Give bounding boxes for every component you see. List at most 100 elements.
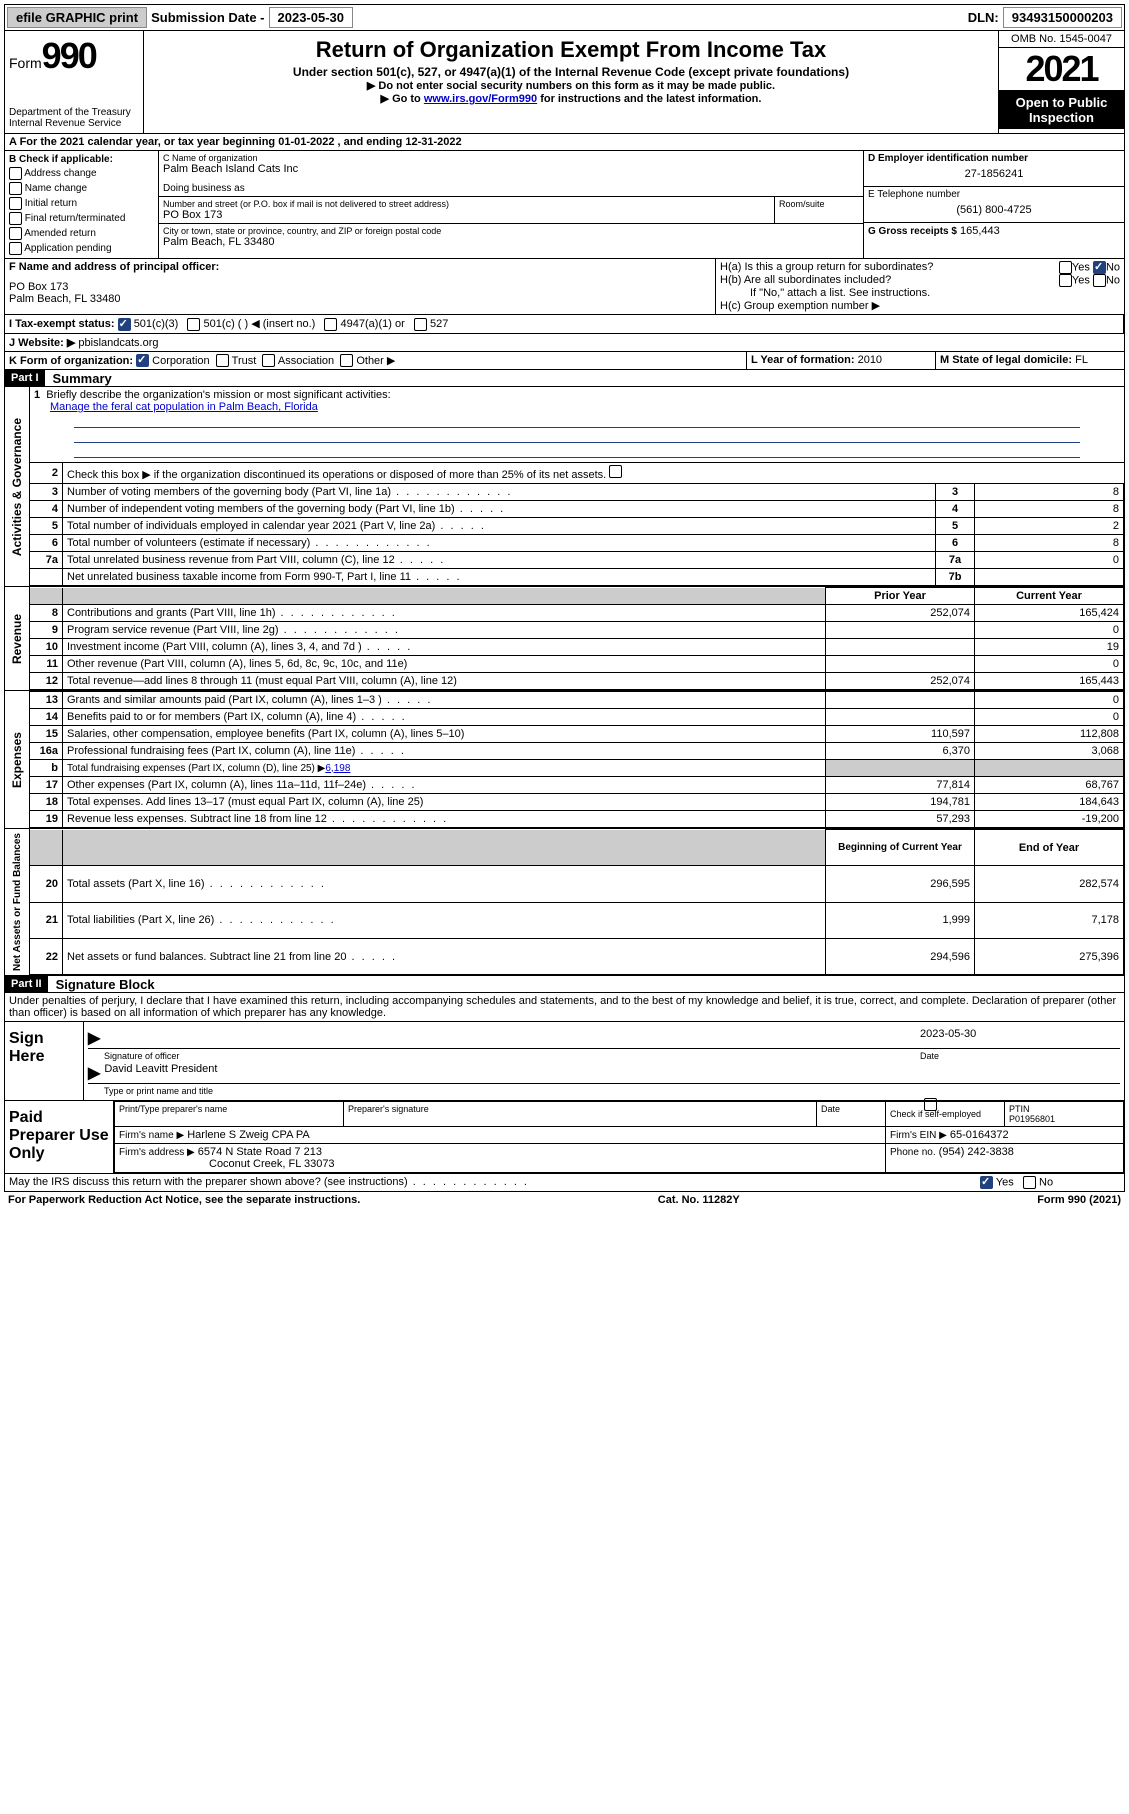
check-assoc[interactable] (262, 354, 275, 367)
val-6: 8 (975, 535, 1124, 552)
curr-11: 0 (975, 656, 1124, 673)
sign-here-label: Sign Here (5, 1022, 84, 1100)
check-application-pending[interactable] (9, 242, 22, 255)
sig-date: 2023-05-30 (920, 1028, 1120, 1048)
tab-net-assets: Net Assets or Fund Balances (10, 829, 25, 975)
check-4947[interactable] (324, 318, 337, 331)
line-i: I Tax-exempt status: 501(c)(3) 501(c) ( … (4, 315, 1125, 334)
prior-18: 194,781 (826, 794, 975, 811)
check-527[interactable] (414, 318, 427, 331)
paperwork-notice: For Paperwork Reduction Act Notice, see … (8, 1194, 360, 1206)
curr-20: 282,574 (975, 866, 1124, 902)
page-footer: For Paperwork Reduction Act Notice, see … (4, 1192, 1125, 1208)
prior-17: 77,814 (826, 777, 975, 794)
check-self-employed[interactable] (924, 1098, 937, 1111)
prior-16a: 6,370 (826, 743, 975, 760)
arrow-icon: ▶ (88, 1028, 100, 1048)
dept-irs: Internal Revenue Service (9, 118, 139, 129)
website: pbislandcats.org (78, 337, 158, 349)
line-klm: K Form of organization: Corporation Trus… (4, 352, 1125, 371)
firm-addr2: Coconut Creek, FL 33073 (119, 1158, 335, 1170)
ein: 27-1856241 (868, 164, 1120, 184)
check-initial-return[interactable] (9, 197, 22, 210)
submission-label: Submission Date - (151, 10, 264, 25)
val-7a: 0 (975, 552, 1124, 569)
mission-text[interactable]: Manage the feral cat population in Palm … (50, 401, 318, 413)
check-ha-yes[interactable] (1059, 261, 1072, 274)
year-formation: 2010 (858, 354, 882, 366)
curr-15: 112,808 (975, 726, 1124, 743)
prior-15: 110,597 (826, 726, 975, 743)
form-subtitle: Under section 501(c), 527, or 4947(a)(1)… (148, 65, 994, 79)
efile-print-button[interactable]: efile GRAPHIC print (7, 7, 147, 28)
check-501c[interactable] (187, 318, 200, 331)
val-4: 8 (975, 501, 1124, 518)
declaration: Under penalties of perjury, I declare th… (4, 993, 1125, 1022)
section-b: B Check if applicable: Address change Na… (5, 151, 159, 258)
prior-19: 57,293 (826, 811, 975, 828)
section-h: H(a) Is this a group return for subordin… (716, 259, 1124, 314)
officer-name: David Leavitt President (104, 1063, 217, 1083)
tab-revenue: Revenue (8, 610, 26, 668)
check-other[interactable] (340, 354, 353, 367)
activities-governance-section: Activities & Governance 1 Briefly descri… (4, 387, 1125, 587)
firm-phone: (954) 242-3838 (939, 1146, 1014, 1158)
curr-16a: 3,068 (975, 743, 1124, 760)
prior-22: 294,596 (826, 938, 975, 974)
form-header: Form990 Department of the Treasury Inter… (4, 31, 1125, 134)
check-discuss-no[interactable] (1023, 1176, 1036, 1189)
curr-17: 68,767 (975, 777, 1124, 794)
org-name: Palm Beach Island Cats Inc (163, 163, 859, 175)
cat-no: Cat. No. 11282Y (658, 1194, 740, 1206)
form-note-ssn: ▶ Do not enter social security numbers o… (148, 79, 994, 92)
tax-year: 2021 (999, 48, 1124, 91)
check-final-return[interactable] (9, 212, 22, 225)
check-hb-yes[interactable] (1059, 274, 1072, 287)
val-3: 8 (975, 484, 1124, 501)
check-name-change[interactable] (9, 182, 22, 195)
firm-ein: 65-0164372 (950, 1129, 1009, 1141)
check-discuss-yes[interactable] (980, 1176, 993, 1189)
curr-12: 165,443 (975, 673, 1124, 690)
check-corp[interactable] (136, 354, 149, 367)
curr-22: 275,396 (975, 938, 1124, 974)
irs-link[interactable]: www.irs.gov/Form990 (424, 93, 537, 105)
check-address-change[interactable] (9, 167, 22, 180)
section-bcdefg: B Check if applicable: Address change Na… (4, 151, 1125, 259)
org-street: PO Box 173 (163, 209, 770, 221)
curr-8: 165,424 (975, 605, 1124, 622)
part1-header: Part I Summary (4, 370, 1125, 387)
sign-here-block: Sign Here ▶ 2023-05-30 Signature of offi… (4, 1022, 1125, 1101)
section-deg: D Employer identification number 27-1856… (864, 151, 1124, 258)
curr-13: 0 (975, 692, 1124, 709)
check-501c3[interactable] (118, 318, 131, 331)
section-fh: F Name and address of principal officer:… (4, 259, 1125, 315)
paid-preparer-block: Paid Preparer Use Only Print/Type prepar… (4, 1101, 1125, 1174)
expenses-section: Expenses 13Grants and similar amounts pa… (4, 691, 1125, 829)
dln-label: DLN: (968, 10, 999, 25)
check-trust[interactable] (216, 354, 229, 367)
check-discontinued[interactable] (609, 465, 622, 478)
tab-governance: Activities & Governance (8, 414, 26, 560)
check-hb-no[interactable] (1093, 274, 1106, 287)
curr-19: -19,200 (975, 811, 1124, 828)
line-j: J Website: ▶ pbislandcats.org (4, 334, 1125, 352)
val-5: 2 (975, 518, 1124, 535)
open-public-badge: Open to Public Inspection (999, 91, 1124, 129)
firm-addr1: 6574 N State Road 7 213 (198, 1146, 322, 1158)
net-assets-section: Net Assets or Fund Balances Beginning of… (4, 829, 1125, 976)
firm-name: Harlene S Zweig CPA PA (187, 1129, 309, 1141)
check-amended[interactable] (9, 227, 22, 240)
top-bar: efile GRAPHIC print Submission Date - 20… (4, 4, 1125, 31)
omb-number: OMB No. 1545-0047 (999, 31, 1124, 48)
fundraising-link[interactable]: 6,198 (325, 763, 350, 774)
check-ha-no[interactable] (1093, 261, 1106, 274)
form-title: Return of Organization Exempt From Incom… (148, 37, 994, 63)
dln-value: 93493150000203 (1003, 7, 1122, 28)
revenue-section: Revenue Prior YearCurrent Year 8Contribu… (4, 587, 1125, 691)
tab-expenses: Expenses (8, 728, 26, 792)
form-number: Form990 (9, 35, 139, 77)
section-c: C Name of organization Palm Beach Island… (159, 151, 864, 258)
form-note-link: ▶ Go to www.irs.gov/Form990 for instruct… (148, 92, 994, 105)
org-city: Palm Beach, FL 33480 (163, 236, 859, 248)
